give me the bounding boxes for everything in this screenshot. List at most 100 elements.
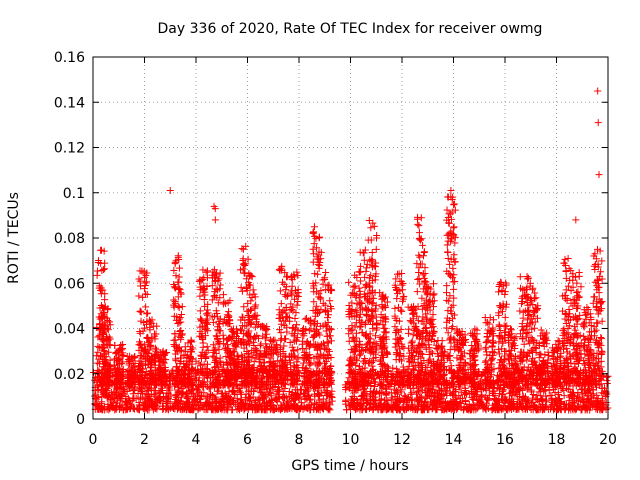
data-point <box>453 397 461 405</box>
data-point <box>409 405 417 413</box>
data-point <box>325 347 333 355</box>
data-point <box>196 283 204 291</box>
data-point <box>174 319 182 327</box>
data-point <box>314 406 322 414</box>
data-point <box>479 405 487 413</box>
data-point <box>101 369 109 377</box>
data-point <box>170 312 178 320</box>
data-point <box>272 394 280 402</box>
data-point <box>129 394 137 402</box>
data-point <box>221 373 229 381</box>
data-point <box>272 405 280 413</box>
data-point <box>116 405 124 413</box>
data-point <box>417 214 425 222</box>
data-point <box>229 386 237 394</box>
data-point <box>265 388 273 396</box>
data-point <box>370 222 378 230</box>
data-point <box>321 301 329 309</box>
data-point <box>146 316 154 324</box>
data-point <box>585 386 593 394</box>
data-point <box>259 395 267 403</box>
data-point <box>535 388 543 396</box>
data-point <box>144 334 152 342</box>
data-point <box>530 401 538 409</box>
data-point <box>396 397 404 405</box>
data-point <box>200 360 208 368</box>
data-point <box>143 404 151 412</box>
data-point <box>108 391 116 399</box>
data-point <box>176 313 184 321</box>
data-point <box>311 399 319 407</box>
data-point <box>178 393 186 401</box>
data-point <box>131 368 139 376</box>
data-point <box>135 406 143 414</box>
data-point <box>400 392 408 400</box>
data-point <box>189 355 197 363</box>
data-point <box>225 312 233 320</box>
data-point <box>194 406 202 414</box>
data-point <box>393 398 401 406</box>
data-point <box>225 345 233 353</box>
data-point <box>405 325 413 333</box>
data-point <box>182 360 190 368</box>
data-point <box>393 270 401 278</box>
data-point <box>567 388 575 396</box>
data-point <box>294 390 302 398</box>
data-point <box>227 400 235 408</box>
data-point <box>276 326 284 334</box>
data-point <box>199 276 207 284</box>
data-point <box>373 388 381 396</box>
data-point <box>359 385 367 393</box>
data-point <box>203 283 211 291</box>
data-point <box>112 388 120 396</box>
data-point <box>443 402 451 410</box>
data-point <box>363 394 371 402</box>
data-point <box>231 342 239 350</box>
data-point <box>118 360 126 368</box>
data-point <box>212 269 220 277</box>
data-point <box>98 380 106 388</box>
data-point <box>504 403 512 411</box>
data-point <box>377 406 385 414</box>
data-point <box>175 304 183 312</box>
data-point <box>432 403 440 411</box>
data-point <box>399 405 407 413</box>
data-point <box>211 346 219 354</box>
data-point <box>229 328 237 336</box>
data-point <box>447 399 455 407</box>
data-point <box>408 395 416 403</box>
data-point <box>215 275 223 283</box>
data-point <box>184 339 192 347</box>
data-point <box>203 343 211 351</box>
data-point <box>212 332 220 340</box>
data-point <box>97 286 105 294</box>
data-point <box>137 374 145 382</box>
data-point <box>119 351 127 359</box>
data-point <box>414 220 422 228</box>
data-point <box>437 394 445 402</box>
data-point <box>137 308 145 316</box>
data-point <box>435 386 443 394</box>
data-point <box>602 388 610 396</box>
data-point <box>92 352 100 360</box>
data-point <box>211 292 219 300</box>
data-point <box>177 335 185 343</box>
data-point <box>197 315 205 323</box>
data-point <box>253 405 261 413</box>
data-point <box>422 388 430 396</box>
data-point <box>603 379 611 387</box>
data-point <box>197 380 205 388</box>
data-point <box>142 371 150 379</box>
data-point <box>545 352 553 360</box>
data-point <box>252 301 260 309</box>
data-point <box>204 327 212 335</box>
data-point <box>384 397 392 405</box>
data-point <box>233 394 241 402</box>
data-point <box>387 380 395 388</box>
data-point <box>582 389 590 397</box>
data-point <box>413 288 421 296</box>
data-point <box>574 402 582 410</box>
data-point <box>175 255 183 263</box>
data-point <box>94 348 102 356</box>
data-point <box>446 389 454 397</box>
